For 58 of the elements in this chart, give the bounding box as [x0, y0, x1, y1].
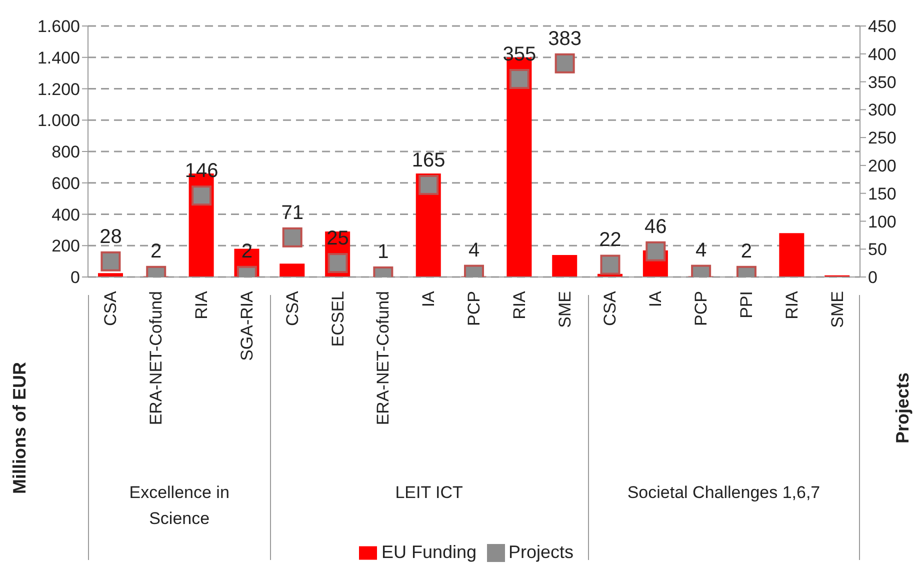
x-tick-label: CSA [600, 290, 620, 326]
data-label: 383 [548, 28, 582, 50]
data-label: 165 [412, 149, 446, 172]
y2-tick-label: 350 [868, 72, 896, 92]
y2-tick-label: 250 [868, 128, 896, 148]
x-tick-label: PCP [464, 291, 484, 326]
x-tick-label: ECSEL [328, 291, 348, 347]
data-label: 22 [599, 229, 622, 252]
x-tick-label: ERA-NET-Cofund [146, 291, 166, 426]
text: Societal Challenges 1,6,7 [626, 482, 822, 504]
x-tick-label: PPI [736, 291, 756, 318]
y-tick-label: 800 [52, 142, 80, 162]
y-tick-label: 400 [52, 205, 80, 224]
x-tick-label: ERA-NET-Cofund [374, 291, 393, 426]
y2-tick-label: 150 [868, 184, 896, 204]
y-tick-label: 1.200 [37, 80, 80, 99]
y2-tick-label: 100 [868, 212, 896, 232]
bar [779, 233, 804, 277]
x-tick-label: SGA-RIA [237, 290, 256, 361]
y2-tick-label: 300 [868, 100, 896, 120]
x-tick-label: IA [419, 290, 438, 308]
y2-tick-label: 0 [868, 268, 878, 288]
y2-axis-title: Projects [892, 372, 914, 444]
y2-tick-label: 450 [868, 17, 896, 36]
bar [280, 264, 305, 277]
data-label: 71 [281, 202, 304, 224]
y2-tick-label: 200 [868, 156, 896, 176]
data-label: 2 [740, 240, 752, 262]
data-label: 28 [100, 226, 122, 248]
x-tick-label: PCP [692, 291, 711, 326]
y-tick-label: 600 [52, 174, 80, 193]
x-tick-label: CSA [282, 290, 302, 326]
y2-tick-label: 50 [868, 240, 887, 260]
y-tick-label: 1.000 [37, 111, 80, 130]
bar [552, 255, 578, 277]
y-tick-label: 200 [52, 236, 80, 256]
x-tick-label: CSA [101, 290, 120, 326]
data-label: 4 [695, 239, 707, 262]
data-label: 46 [644, 216, 667, 238]
x-tick-label: SME [828, 291, 847, 328]
y-tick-label: 1.600 [37, 17, 80, 36]
legend-label: EU Funding [381, 542, 477, 562]
y-tick-label: 1.400 [37, 48, 80, 68]
x-tick-label: RIA [510, 290, 529, 320]
text: Excellence in Science [128, 482, 230, 530]
x-tick-label: RIA [782, 290, 802, 320]
x-tick-label: IA [646, 290, 666, 308]
data-label: 25 [326, 228, 349, 250]
legend-label: Projects [508, 542, 574, 562]
data-label: 4 [468, 239, 480, 262]
x-tick-label: SME [555, 291, 574, 328]
y-tick-label: 0 [70, 268, 80, 288]
data-label: 1 [378, 240, 389, 263]
y-axis-title: Millions of EUR [10, 362, 30, 494]
x-tick-label: RIA [192, 290, 212, 320]
data-label: 2 [150, 240, 162, 262]
text: LEIT ICT [394, 482, 464, 504]
y2-tick-label: 400 [868, 44, 896, 64]
